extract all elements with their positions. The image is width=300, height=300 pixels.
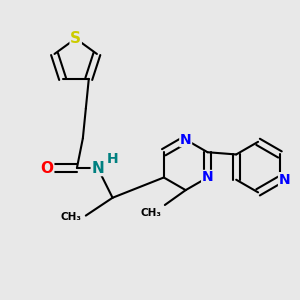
Text: S: S — [70, 31, 81, 46]
Text: CH₃: CH₃ — [141, 208, 162, 218]
Text: H: H — [107, 152, 118, 166]
Text: N: N — [279, 173, 290, 187]
Text: N: N — [202, 170, 213, 184]
Text: CH₃: CH₃ — [60, 212, 81, 222]
Text: N: N — [180, 133, 191, 147]
Text: N: N — [91, 160, 104, 175]
Text: O: O — [41, 160, 54, 175]
